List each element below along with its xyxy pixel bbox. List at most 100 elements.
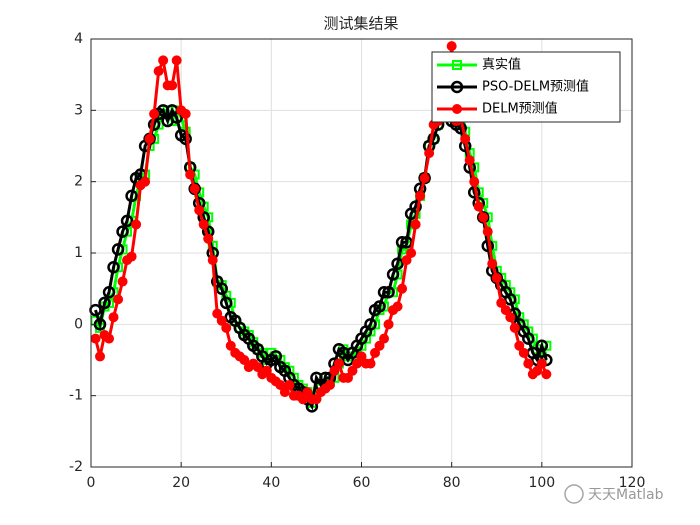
marker bbox=[279, 387, 290, 398]
marker bbox=[386, 268, 400, 281]
marker bbox=[401, 255, 412, 266]
marker bbox=[167, 80, 178, 91]
marker bbox=[504, 293, 517, 306]
legend-marker bbox=[450, 80, 464, 94]
marker bbox=[460, 133, 471, 144]
marker bbox=[446, 41, 457, 52]
marker bbox=[365, 358, 376, 369]
marker bbox=[505, 312, 516, 323]
marker bbox=[220, 296, 233, 310]
y-tick-label: 3 bbox=[74, 102, 83, 118]
marker bbox=[373, 300, 386, 313]
legend-label: DELM预测值 bbox=[482, 101, 558, 117]
y-tick-label: -1 bbox=[69, 388, 83, 404]
marker bbox=[500, 305, 511, 316]
marker bbox=[158, 55, 169, 66]
marker bbox=[522, 332, 535, 345]
marker bbox=[415, 190, 426, 201]
marker bbox=[180, 108, 191, 119]
y-tick-label: 0 bbox=[74, 316, 83, 332]
x-tick-label: 20 bbox=[172, 475, 190, 491]
x-tick-label: 80 bbox=[443, 475, 461, 491]
marker bbox=[113, 294, 124, 305]
y-tick-label: -2 bbox=[69, 459, 83, 475]
marker bbox=[102, 285, 116, 299]
marker bbox=[395, 236, 409, 249]
marker bbox=[473, 201, 484, 212]
marker bbox=[523, 358, 534, 369]
watermark: 天天Matlab bbox=[564, 484, 664, 504]
watermark-icon bbox=[564, 484, 584, 504]
marker bbox=[104, 333, 115, 344]
marker bbox=[333, 358, 344, 369]
legend-label: PSO-DELM预测值 bbox=[482, 79, 589, 95]
marker bbox=[125, 189, 138, 203]
marker bbox=[356, 351, 367, 362]
marker bbox=[482, 226, 493, 237]
marker bbox=[487, 258, 498, 269]
legend-label: 真实值 bbox=[482, 57, 521, 73]
marker bbox=[391, 257, 404, 270]
marker bbox=[535, 339, 549, 352]
marker bbox=[185, 169, 196, 180]
marker bbox=[215, 282, 228, 295]
marker bbox=[532, 365, 543, 376]
legend-marker bbox=[452, 60, 462, 70]
marker bbox=[518, 347, 529, 358]
marker bbox=[496, 297, 507, 308]
marker bbox=[261, 365, 272, 376]
marker bbox=[374, 340, 385, 351]
marker bbox=[131, 219, 142, 230]
marker bbox=[424, 148, 435, 159]
x-tick-label: 120 bbox=[619, 475, 646, 491]
marker bbox=[514, 340, 525, 351]
marker bbox=[149, 108, 160, 119]
marker bbox=[509, 322, 520, 333]
y-tick-label: 1 bbox=[74, 245, 83, 261]
marker bbox=[171, 55, 182, 66]
y-tick-label: 4 bbox=[74, 31, 83, 47]
legend: 真实值 PSO-DELM预测值 DELM预测值 bbox=[431, 51, 621, 123]
marker bbox=[536, 358, 547, 369]
chart-title: 测试集结果 bbox=[323, 15, 398, 33]
marker bbox=[324, 379, 335, 390]
marker bbox=[383, 319, 394, 330]
marker bbox=[478, 212, 489, 223]
ticks: 0 20 40 60 80 100 120 -2 -1 0 1 2 3 4 bbox=[69, 31, 645, 491]
marker bbox=[379, 333, 390, 344]
marker bbox=[144, 133, 155, 144]
marker bbox=[95, 351, 106, 362]
marker bbox=[194, 205, 205, 216]
marker bbox=[120, 214, 134, 228]
marker bbox=[284, 379, 295, 390]
marker bbox=[269, 350, 283, 363]
marker bbox=[203, 233, 214, 244]
marker bbox=[329, 365, 340, 376]
marker bbox=[392, 301, 403, 312]
x-tick-label: 40 bbox=[262, 475, 280, 491]
marker bbox=[419, 173, 430, 184]
marker bbox=[464, 155, 475, 166]
marker bbox=[126, 251, 137, 262]
marker bbox=[98, 296, 111, 310]
marker bbox=[252, 362, 263, 373]
marker bbox=[225, 340, 236, 351]
x-tick-label: 100 bbox=[528, 475, 555, 491]
legend-marker bbox=[452, 104, 462, 114]
marker bbox=[491, 272, 502, 283]
marker bbox=[207, 255, 218, 266]
marker bbox=[153, 66, 164, 77]
marker bbox=[140, 176, 151, 187]
marker bbox=[108, 312, 119, 323]
marker bbox=[189, 183, 200, 194]
marker bbox=[111, 243, 125, 256]
marker bbox=[90, 333, 101, 344]
marker bbox=[370, 347, 381, 358]
marker bbox=[377, 285, 391, 299]
marker bbox=[397, 283, 408, 294]
marker bbox=[410, 219, 421, 230]
marker bbox=[409, 200, 422, 213]
x-tick-label: 60 bbox=[353, 475, 371, 491]
marker bbox=[469, 176, 480, 187]
